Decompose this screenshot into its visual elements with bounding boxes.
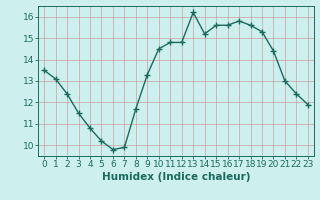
X-axis label: Humidex (Indice chaleur): Humidex (Indice chaleur)	[102, 172, 250, 182]
